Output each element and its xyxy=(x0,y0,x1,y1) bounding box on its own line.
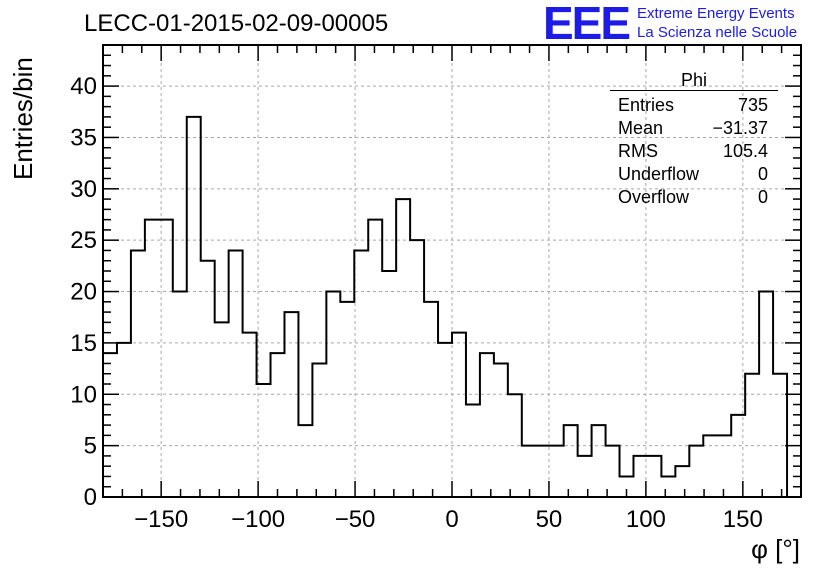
histogram-bin xyxy=(382,271,396,497)
y-axis-label: Entries/bin xyxy=(8,57,38,180)
histogram-bin xyxy=(703,435,717,497)
x-tick-label: 150 xyxy=(723,506,763,533)
histogram-bin xyxy=(592,425,606,497)
stats-label: Overflow xyxy=(618,187,690,207)
stats-value: −31.37 xyxy=(712,118,768,138)
stats-row: Mean −31.37 xyxy=(610,117,778,140)
stats-value: 0 xyxy=(757,187,768,207)
histogram-bin xyxy=(578,456,592,497)
eee-logo: EEE xyxy=(543,0,631,49)
histogram-bin xyxy=(480,353,494,497)
y-tick-label: 5 xyxy=(84,433,97,460)
histogram-bin xyxy=(647,456,661,497)
histogram-bin xyxy=(243,333,257,497)
x-axis-label: φ [°] xyxy=(751,534,800,564)
histogram-bin xyxy=(717,435,731,497)
logo-caption: Extreme Energy Events La Scienza nelle S… xyxy=(637,4,797,42)
x-tick-label: 100 xyxy=(626,506,666,533)
histogram-bin xyxy=(564,425,578,497)
stats-value: 0 xyxy=(757,164,768,184)
stats-label: RMS xyxy=(618,141,658,161)
histogram-bin xyxy=(396,199,410,497)
chart-title: LECC-01-2015-02-09-00005 xyxy=(84,10,389,37)
stats-title: Phi xyxy=(610,70,778,91)
x-tick-label: −150 xyxy=(134,506,188,533)
histogram-bin xyxy=(145,220,159,497)
histogram-bin xyxy=(284,312,298,497)
x-tick-label: 0 xyxy=(445,506,458,533)
histogram-bin xyxy=(452,333,466,497)
histogram-bin xyxy=(536,446,550,497)
histogram-bin xyxy=(257,384,271,497)
histogram-bin xyxy=(466,405,480,497)
y-tick-label: 35 xyxy=(70,124,97,151)
stats-row: Entries 735 xyxy=(610,94,778,117)
y-tick-label: 40 xyxy=(70,73,97,100)
stats-value: 105.4 xyxy=(722,141,768,161)
histogram-bin xyxy=(773,374,787,497)
histogram-series xyxy=(102,115,801,498)
histogram-bin xyxy=(354,250,368,497)
y-tick-label: 30 xyxy=(70,176,97,203)
stats-row: Overflow 0 xyxy=(610,186,778,209)
logo-line-2: La Scienza nelle Scuole xyxy=(637,24,798,41)
stats-label: Underflow xyxy=(618,164,700,184)
y-tick-label: 15 xyxy=(70,330,97,357)
y-tick-label: 20 xyxy=(70,279,97,306)
histogram-bin xyxy=(131,250,145,497)
histogram-bin xyxy=(117,343,131,497)
histogram-bin xyxy=(522,446,536,497)
histogram-bin xyxy=(675,466,689,497)
histogram-bin xyxy=(271,353,285,497)
histogram-bin xyxy=(438,343,452,497)
histogram-bin xyxy=(173,292,187,497)
histogram-bin xyxy=(494,363,508,497)
histogram-bin xyxy=(215,322,229,497)
histogram-bin xyxy=(187,117,201,497)
histogram-bin xyxy=(550,446,564,497)
histogram-bin xyxy=(312,363,326,497)
histogram-bin xyxy=(201,261,215,497)
stats-row: Underflow 0 xyxy=(610,163,778,186)
histogram-bin xyxy=(229,250,243,497)
histogram-bin xyxy=(689,446,703,497)
x-tick-label: −100 xyxy=(231,506,285,533)
x-tick-label: −50 xyxy=(335,506,376,533)
y-tick-label: 25 xyxy=(70,227,97,254)
y-tick-label: 0 xyxy=(84,484,97,511)
histogram-bin xyxy=(745,374,759,497)
stats-label: Entries xyxy=(618,95,675,115)
histogram-bin xyxy=(661,476,675,497)
histogram-bin xyxy=(340,302,354,497)
histogram-bin xyxy=(410,240,424,497)
stats-box: Phi Entries 735 Mean −31.37 RMS 105.4 Under… xyxy=(610,70,778,209)
histogram-bin xyxy=(424,302,438,497)
x-tick-label: 50 xyxy=(536,506,563,533)
histogram-bin xyxy=(298,425,312,497)
stats-label: Mean xyxy=(618,118,664,138)
histogram-bin xyxy=(368,220,382,497)
stats-value: 735 xyxy=(737,95,768,115)
logo-line-1: Extreme Energy Events xyxy=(637,5,795,22)
stats-row: RMS 105.4 xyxy=(610,140,778,163)
y-tick-label: 10 xyxy=(70,381,97,408)
